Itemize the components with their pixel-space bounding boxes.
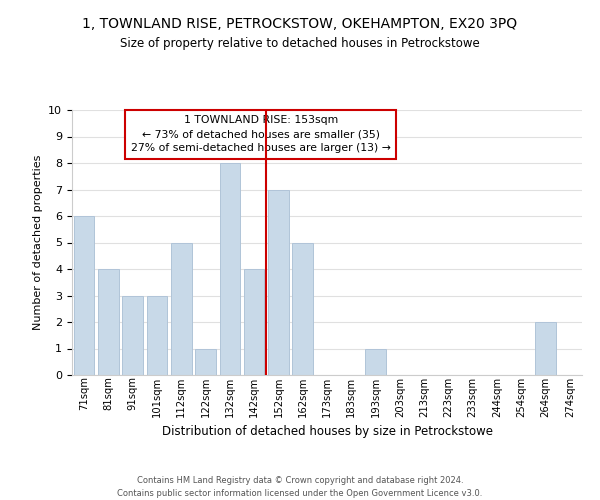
Bar (365, 348, 386, 375)
X-axis label: Distribution of detached houses by size in Petrockstowe: Distribution of detached houses by size … (161, 425, 493, 438)
Bar (535, 322, 556, 375)
Bar (74, 216, 94, 375)
Bar (244, 269, 265, 375)
Bar (122, 296, 143, 375)
Bar (146, 296, 167, 375)
Text: 1, TOWNLAND RISE, PETROCKSTOW, OKEHAMPTON, EX20 3PQ: 1, TOWNLAND RISE, PETROCKSTOW, OKEHAMPTO… (82, 18, 518, 32)
Text: Size of property relative to detached houses in Petrockstowe: Size of property relative to detached ho… (120, 38, 480, 51)
Bar (98, 269, 119, 375)
Y-axis label: Number of detached properties: Number of detached properties (33, 155, 43, 330)
Text: Contains HM Land Registry data © Crown copyright and database right 2024.
Contai: Contains HM Land Registry data © Crown c… (118, 476, 482, 498)
Text: 1 TOWNLAND RISE: 153sqm
← 73% of detached houses are smaller (35)
27% of semi-de: 1 TOWNLAND RISE: 153sqm ← 73% of detache… (131, 116, 391, 154)
Bar (220, 163, 240, 375)
Bar (292, 242, 313, 375)
Bar (195, 348, 216, 375)
Bar (171, 242, 191, 375)
Bar (268, 190, 289, 375)
